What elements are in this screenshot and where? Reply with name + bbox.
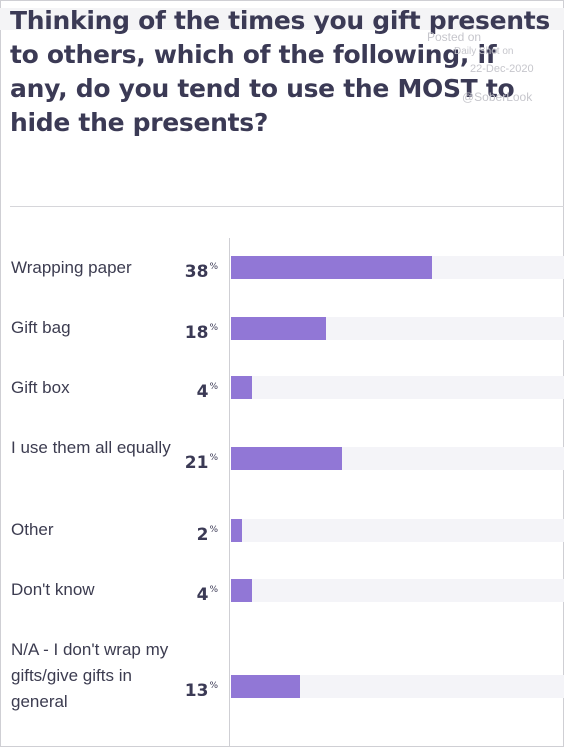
bar-track xyxy=(231,675,564,698)
watermark-line-2: Daily Shot on xyxy=(454,46,514,57)
value-unit: % xyxy=(209,262,218,272)
category-label: Other xyxy=(11,520,54,539)
bar xyxy=(231,317,326,340)
bar xyxy=(231,675,300,698)
value-unit: % xyxy=(209,585,218,595)
value-label: 21% xyxy=(185,448,218,473)
category-label: N/A - I don't wrap my gifts/give gifts i… xyxy=(11,640,169,711)
bar xyxy=(231,579,252,602)
value-number: 2 xyxy=(196,525,209,545)
chart-title: Thinking of the times you gift presents … xyxy=(10,6,550,137)
category-label: Gift bag xyxy=(11,318,71,337)
value-unit: % xyxy=(209,323,218,333)
bar-track xyxy=(231,519,564,542)
title-band xyxy=(0,8,564,30)
watermark-line-4: @SoberLook xyxy=(462,90,533,104)
bar xyxy=(231,376,252,399)
value-number: 13 xyxy=(184,681,209,701)
bar xyxy=(231,447,342,470)
category-label: Gift box xyxy=(11,378,70,397)
value-label: 2% xyxy=(197,520,218,545)
value-unit: % xyxy=(209,681,218,691)
bar-track xyxy=(231,579,564,602)
value-label: 4% xyxy=(197,580,218,605)
title-divider xyxy=(10,206,564,207)
value-number: 18 xyxy=(184,323,209,343)
value-label: 13% xyxy=(185,676,218,701)
watermark-line-3: 22-Dec-2020 xyxy=(470,63,534,75)
bar xyxy=(231,519,242,542)
value-unit: % xyxy=(209,382,218,392)
watermark-line-1: Posted on xyxy=(427,30,482,44)
value-label: 4% xyxy=(197,377,218,402)
value-label: 38% xyxy=(185,257,218,282)
value-unit: % xyxy=(209,525,218,535)
bar xyxy=(231,256,432,279)
value-unit: % xyxy=(209,453,218,463)
value-label: 18% xyxy=(185,318,218,343)
category-label: I use them all equally xyxy=(11,438,171,457)
category-label: Don't know xyxy=(11,580,95,599)
value-number: 4 xyxy=(196,585,209,605)
value-number: 4 xyxy=(196,382,209,402)
bar-track xyxy=(231,376,564,399)
y-axis-line xyxy=(229,238,230,747)
value-number: 38 xyxy=(184,262,209,282)
category-label: Wrapping paper xyxy=(11,258,132,277)
value-number: 21 xyxy=(184,453,209,473)
